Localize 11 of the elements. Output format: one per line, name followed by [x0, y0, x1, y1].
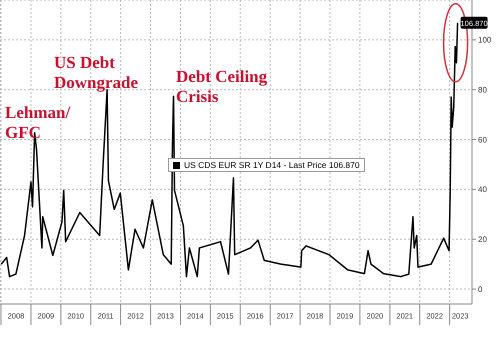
- annotation: Debt Ceiling Crisis: [176, 67, 268, 106]
- line-series: [0, 22, 458, 278]
- y-tick-label: 20: [478, 235, 488, 244]
- y-tick-label: 80: [478, 86, 488, 95]
- y-tick-label: 100: [478, 36, 492, 45]
- annotation: Lehman/ GFC: [5, 103, 70, 142]
- legend-label: US CDS EUR SR 1Y D14 - Last Price 106.870: [184, 160, 360, 170]
- y-tick-label: 60: [478, 135, 488, 144]
- annotation: US Debt Downgrade: [54, 53, 139, 92]
- y-tick-label: 0: [478, 284, 483, 294]
- y-tick-label: 40: [478, 185, 488, 194]
